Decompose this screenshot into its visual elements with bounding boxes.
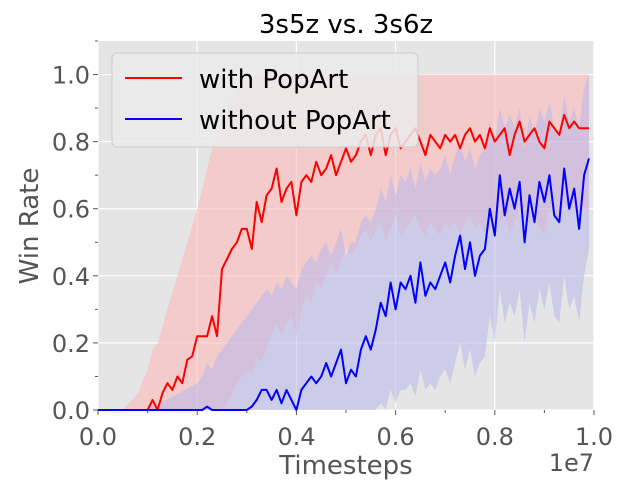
x-tick-label: 1.0 bbox=[575, 423, 613, 451]
y-axis-ticks: 0.0 0.2 0.4 0.6 0.8 1.0 bbox=[52, 40, 98, 425]
x-axis-ticks: 0.0 0.2 0.4 0.6 0.8 1.0 bbox=[79, 410, 613, 451]
chart-title: 3s5z vs. 3s6z bbox=[259, 10, 433, 40]
legend-label-without-popart: without PopArt bbox=[199, 106, 391, 136]
legend-box bbox=[111, 52, 419, 148]
band-without-popart bbox=[98, 74, 589, 410]
x-tick-label: 0.8 bbox=[476, 423, 514, 451]
y-tick-label: 0.2 bbox=[52, 330, 90, 358]
x-tick-label: 0.6 bbox=[377, 423, 415, 451]
x-tick-label: 0.2 bbox=[178, 423, 216, 451]
legend: with PopArt without PopArt bbox=[111, 52, 419, 148]
y-tick-label: 0.8 bbox=[52, 129, 90, 157]
line-without-popart bbox=[98, 158, 590, 411]
y-tick-label: 0.0 bbox=[52, 397, 90, 425]
x-tick-label: 0.4 bbox=[277, 423, 315, 451]
x-axis-label: Timesteps bbox=[278, 451, 412, 481]
y-tick-label: 0.6 bbox=[52, 196, 90, 224]
x-tick-label: 0.0 bbox=[79, 423, 117, 451]
y-tick-label: 0.4 bbox=[52, 263, 90, 291]
band-with-popart bbox=[98, 74, 589, 410]
confidence-bands bbox=[98, 74, 589, 410]
y-axis-label: Win Rate bbox=[15, 168, 45, 285]
y-tick-label: 1.0 bbox=[52, 62, 90, 90]
x-axis-offset-label: 1e7 bbox=[549, 449, 594, 477]
legend-label-with-popart: with PopArt bbox=[199, 65, 348, 95]
